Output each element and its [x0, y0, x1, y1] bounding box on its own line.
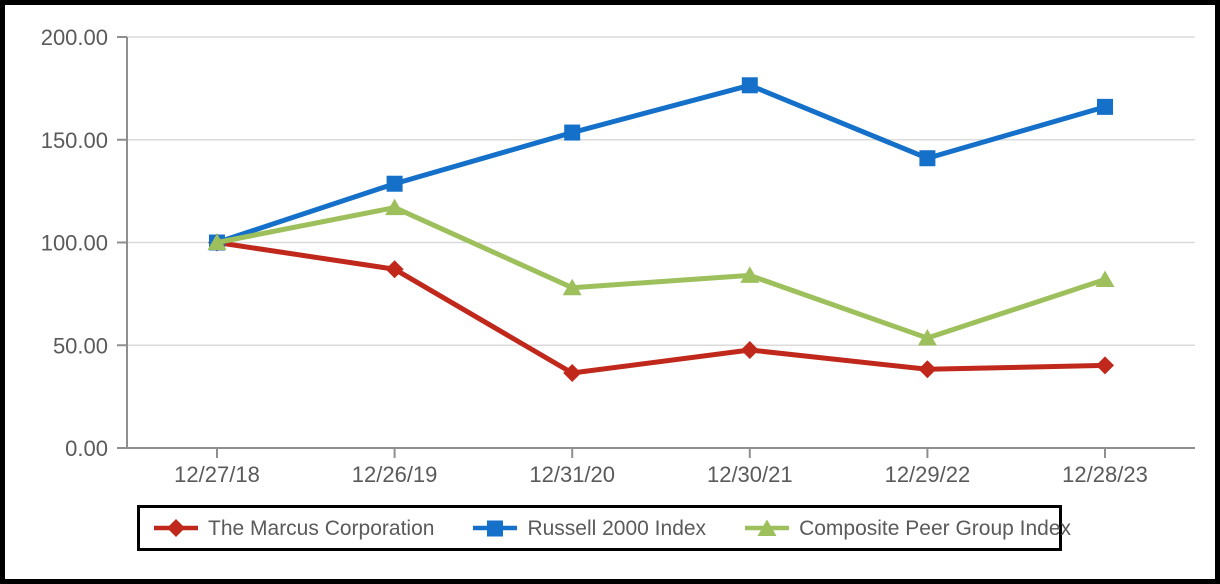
data-point-square: [919, 150, 936, 167]
y-axis-label: 150.00: [41, 128, 108, 153]
y-axis-label: 200.00: [41, 25, 108, 50]
chart-legend: The Marcus Corporation Russell 2000 Inde…: [137, 505, 1071, 551]
y-axis-label: 100.00: [41, 231, 108, 256]
y-axis-label: 0.00: [65, 436, 108, 461]
square-marker-icon: [473, 520, 518, 537]
series-line-square: [216, 82, 1106, 245]
data-point-diamond: [385, 260, 404, 279]
triangle-marker-icon: [745, 519, 790, 536]
data-point-diamond: [918, 360, 937, 379]
legend-item-russell: Russell 2000 Index: [472, 518, 706, 539]
legend-item-peer-group: Composite Peer Group Index: [744, 518, 1071, 539]
legend-item-marcus: The Marcus Corporation: [153, 518, 434, 539]
data-point-square: [1097, 98, 1113, 115]
data-point-triangle: [207, 233, 227, 250]
y-axis-label: 50.00: [53, 333, 108, 358]
x-axis-label: 12/28/23: [1062, 462, 1148, 487]
legend-label-peer-group: Composite Peer Group Index: [799, 516, 1072, 540]
data-point-triangle: [562, 278, 582, 296]
data-point-square: [386, 175, 403, 192]
data-point-square: [741, 77, 758, 94]
data-point-diamond: [1096, 356, 1114, 375]
x-axis-label: 12/29/22: [885, 462, 971, 487]
data-point-diamond: [563, 363, 582, 382]
data-point-diamond: [740, 340, 759, 359]
data-point-square: [564, 124, 581, 141]
legend-label-russell: Russell 2000 Index: [527, 516, 707, 540]
series-line-triangle: [216, 205, 1106, 341]
x-axis-label: 12/30/21: [707, 462, 793, 487]
x-axis-label: 12/27/18: [174, 462, 260, 487]
diamond-marker-icon: [154, 519, 198, 537]
data-point-triangle: [740, 266, 760, 283]
data-point-triangle: [917, 329, 937, 346]
series-line-diamond: [216, 240, 1106, 376]
data-point-triangle: [385, 198, 405, 216]
x-axis-label: 12/31/20: [529, 462, 615, 487]
legend-label-marcus: The Marcus Corporation: [208, 516, 435, 540]
data-point-triangle: [1095, 270, 1115, 287]
x-axis-label: 12/26/19: [352, 462, 438, 487]
performance-line-chart: 0.00 50.00 100.00 150.00 200.00 12/27/18 12/26…: [41, 25, 1195, 487]
